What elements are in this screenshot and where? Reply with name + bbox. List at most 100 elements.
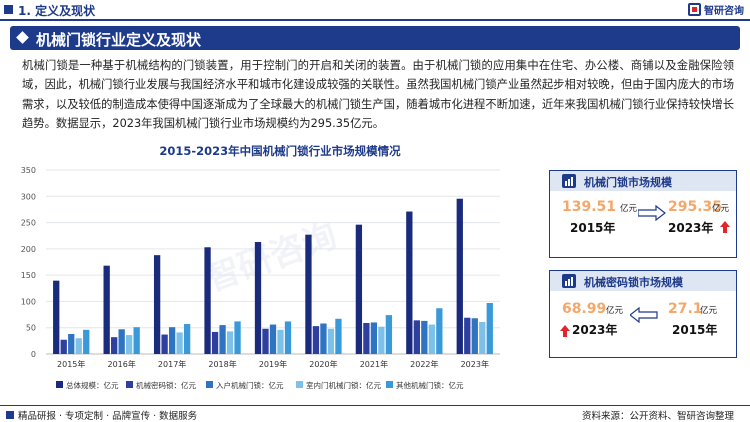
y-tick-label: 150 (21, 271, 36, 280)
title-banner: 机械门锁行业定义及现状 (10, 26, 740, 50)
legend-label: 其他机械门锁：亿元 (396, 380, 464, 390)
bar (327, 328, 335, 354)
bar (204, 247, 211, 354)
bar (464, 317, 471, 354)
diamond-icon (16, 31, 29, 44)
bar (436, 308, 443, 354)
bar-chart: 智研咨询 0 50 100 150 200 250 300 350 2015年 2016年 2017年… (21, 166, 500, 390)
bar (421, 320, 428, 354)
card-mechanical-lock: 机械门锁市场规模 139.51 亿元 2015年 295.35 亿元 2023年 (549, 170, 737, 258)
x-tick-label: 2018年 (208, 359, 236, 369)
bar (126, 335, 133, 354)
bar (118, 329, 125, 354)
bar (234, 321, 241, 354)
bar (486, 303, 493, 354)
y-tick-label: 100 (21, 297, 36, 306)
bar (161, 334, 168, 354)
bar (363, 322, 370, 354)
card-password-lock: 机械密码锁市场规模 68.99 亿元 2023年 27.1 亿元 2015年 (549, 270, 737, 358)
left-year: 2023年 (572, 323, 618, 337)
bar (219, 325, 226, 354)
legend-swatch (206, 381, 213, 388)
chart-title: 2015-2023年中国机械门锁行业市场规模情况 (159, 144, 401, 158)
bar (277, 329, 284, 354)
bar (68, 334, 75, 354)
legend-swatch (126, 381, 133, 388)
bar (83, 329, 90, 354)
bar (378, 326, 385, 354)
bar (168, 327, 176, 354)
bar (262, 328, 269, 354)
watermark: 智研咨询 (200, 216, 341, 300)
bar (226, 331, 234, 354)
bar (456, 198, 463, 354)
bar (312, 326, 320, 354)
legend-swatch (386, 381, 393, 388)
footer-left: 精品研报 · 专项定制 · 品牌宣传 · 数据服务 (18, 411, 198, 422)
bar-chart-icon (562, 174, 576, 188)
legend-label: 总体规模：亿元 (66, 380, 119, 390)
legend-label: 机械密码锁：亿元 (136, 380, 196, 390)
bar (211, 331, 219, 354)
bar (103, 265, 110, 354)
legend-swatch (56, 381, 63, 388)
x-tick-label: 2023年 (461, 359, 489, 369)
bar (284, 321, 292, 354)
bar (176, 332, 183, 354)
brand-logo: 智研咨询 (688, 2, 744, 17)
top-bar: 1. 定义及现状 智研咨询 (0, 0, 750, 22)
top-divider (0, 19, 750, 21)
x-tick-label: 2015年 (57, 359, 85, 369)
logo-icon (688, 3, 701, 16)
bar (183, 324, 191, 354)
footer-marker (6, 411, 14, 419)
to-year: 2023年 (668, 221, 714, 235)
legend-label: 入户机械门锁：亿元 (216, 380, 284, 390)
bar (60, 339, 67, 354)
right-year: 2015年 (672, 323, 718, 337)
footer-divider (0, 405, 750, 406)
body-paragraph: 机械门锁是一种基于机械结构的门锁装置，用于控制门的开启和关闭的装置。由于机械门锁… (22, 59, 734, 130)
x-tick-label: 2017年 (158, 359, 186, 369)
bar (385, 315, 393, 354)
bar (53, 280, 60, 354)
x-tick-label: 2016年 (107, 359, 135, 369)
bar (111, 337, 118, 354)
card-label: 机械密码锁市场规模 (584, 276, 683, 289)
bar (133, 327, 140, 354)
left-unit: 亿元 (606, 306, 624, 316)
section-marker (4, 5, 13, 14)
x-tick-label: 2021年 (360, 359, 388, 369)
footer-source: 资料来源：公开资料、智研咨询整理 (581, 411, 734, 422)
to-unit: 亿元 (712, 204, 730, 214)
from-value: 139.51 (562, 199, 617, 215)
banner-title: 机械门锁行业定义及现状 (36, 31, 202, 49)
bar-chart-icon (562, 274, 576, 288)
x-tick-label: 2022年 (410, 359, 438, 369)
bar (269, 324, 277, 354)
bar (413, 320, 420, 354)
bar (153, 255, 161, 354)
bar (75, 338, 82, 354)
y-tick-label: 0 (31, 350, 36, 359)
y-tick-label: 350 (21, 166, 36, 175)
bar (370, 322, 378, 354)
logo-text: 智研咨询 (704, 6, 744, 17)
bar (305, 234, 312, 354)
to-value: 295.35 (668, 199, 723, 215)
arrow-right-icon (638, 205, 666, 221)
x-tick-label: 2020年 (309, 359, 337, 369)
up-arrow-icon (720, 221, 730, 233)
legend-label: 室内门机械门锁：亿元 (306, 380, 381, 390)
up-arrow-icon (560, 325, 570, 337)
bar (320, 323, 327, 354)
right-unit: 亿元 (700, 306, 718, 316)
y-tick-label: 300 (21, 192, 36, 201)
card-label: 机械门锁市场规模 (584, 176, 672, 189)
bar (355, 224, 363, 354)
card-header: 机械密码锁市场规模 (550, 271, 736, 291)
y-tick-label: 200 (21, 245, 36, 254)
from-unit: 亿元 (620, 204, 638, 214)
y-tick-label: 50 (26, 324, 36, 333)
card-header: 机械门锁市场规模 (550, 171, 736, 191)
